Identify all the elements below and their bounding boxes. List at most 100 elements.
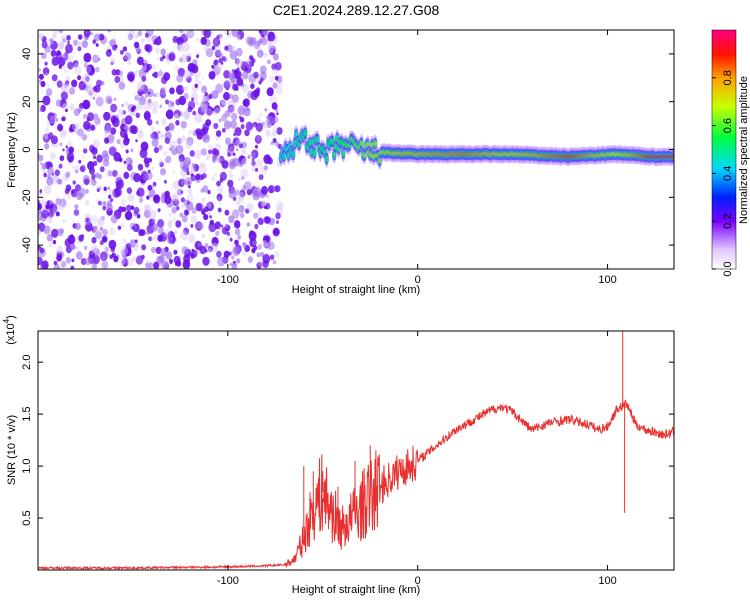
heatmap-cell [221,114,228,122]
snr-frame [37,330,675,571]
heatmap-cell [153,147,159,154]
heatmap-cell [303,130,308,136]
heatmap-cell [236,77,244,86]
heatmap-cell [273,142,278,147]
heatmap-cell [177,44,185,53]
heatmap-cell [85,85,93,94]
heatmap-cell [223,91,230,101]
heatmap-cell [88,250,96,259]
heatmap-cell [136,56,144,66]
heatmap-cell [274,185,281,193]
heatmap-cell [89,144,95,153]
heatmap-cell [276,112,279,116]
heatmap-cell [196,37,200,42]
heatmap-cell [85,217,90,223]
heatmap-cell [108,194,112,199]
heatmap-cell [78,159,82,164]
heatmap-cell [199,163,207,174]
heatmap-cell [268,75,275,83]
heatmap-cell [82,73,90,84]
heatmap-cell [109,254,114,260]
heatmap-cell [146,231,150,235]
heatmap-cell [118,157,123,163]
heatmap-cell [62,52,69,61]
heatmap-cell [174,230,178,235]
heatmap-cell [231,30,239,38]
heatmap-cell [141,38,145,43]
heatmap-cell [69,104,75,111]
heatmap-cell [126,187,133,194]
heatmap-cell [235,200,241,206]
heatmap-cell [261,240,268,248]
heatmap-cell [201,197,206,204]
heatmap-cell [77,187,86,198]
heatmap-cell [275,85,283,95]
heatmap-cell [291,152,296,157]
heatmap-cell [169,147,173,152]
heatmap-cell [153,71,159,79]
bottom-y-ticks: 0.5 1.0 1.5 2.0 [21,355,674,526]
heatmap-cell [216,180,221,187]
heatmap-cell [153,196,157,200]
heatmap-cell [171,144,174,149]
heatmap-cell [158,255,165,263]
snr-series-line [38,399,674,570]
heatmap-cell [82,164,86,168]
heatmap-cell [120,246,128,256]
heatmap-cell [83,62,88,68]
heatmap-cell [220,61,224,65]
heatmap-cell [46,176,54,186]
heatmap-cell [187,52,192,58]
heatmap-cell [211,176,216,182]
heatmap-cell [48,215,53,220]
heatmap-cell [38,73,44,80]
heatmap-cell [165,126,170,132]
heatmap-cell [182,110,191,121]
heatmap-cell [186,136,194,146]
heatmap-cell [42,133,51,143]
heatmap-cell [246,107,250,112]
heatmap-cell [148,189,156,198]
colorbar-tick-label: 0.8 [722,70,734,85]
heatmap-cell [59,198,67,208]
heatmap-cell [158,158,163,164]
heatmap-cell [75,222,81,230]
heatmap-cell [99,251,108,262]
heatmap-cell [145,44,153,53]
heatmap-cell [176,74,184,83]
heatmap-cell [224,223,229,229]
heatmap-cell [194,100,199,106]
svg-text:(x104): (x104) [2,315,17,345]
heatmap-cell [223,80,231,90]
heatmap-cell [312,150,317,156]
heatmap-cell [126,163,133,172]
heatmap-cell [147,91,151,95]
heatmap-cell [269,254,275,260]
heatmap-cell [124,210,133,221]
heatmap-cell [110,127,117,135]
heatmap-cell [195,202,203,212]
heatmap-cell [144,32,149,38]
heatmap-cell [232,45,236,51]
heatmap-cell [242,242,247,249]
heatmap-cell [229,234,233,239]
heatmap-cell [253,40,261,50]
heatmap-cell [132,256,137,263]
heatmap-cell [126,71,135,82]
heatmap-cell [81,154,85,159]
heatmap-cell [39,108,43,112]
heatmap-cell [103,186,107,191]
heatmap-cell [165,251,173,260]
heatmap-cell [234,70,242,80]
heatmap-cell [137,48,142,54]
heatmap-cell [104,246,109,251]
heatmap-cell [122,238,127,245]
heatmap-cell [51,74,58,82]
heatmap-cell [240,148,247,156]
heatmap-cell [253,212,259,219]
heatmap-cell [216,250,222,258]
heatmap-cell [119,49,124,55]
heatmap-cell [81,40,89,49]
heatmap-cell [205,106,214,116]
heatmap-cell [330,139,335,144]
